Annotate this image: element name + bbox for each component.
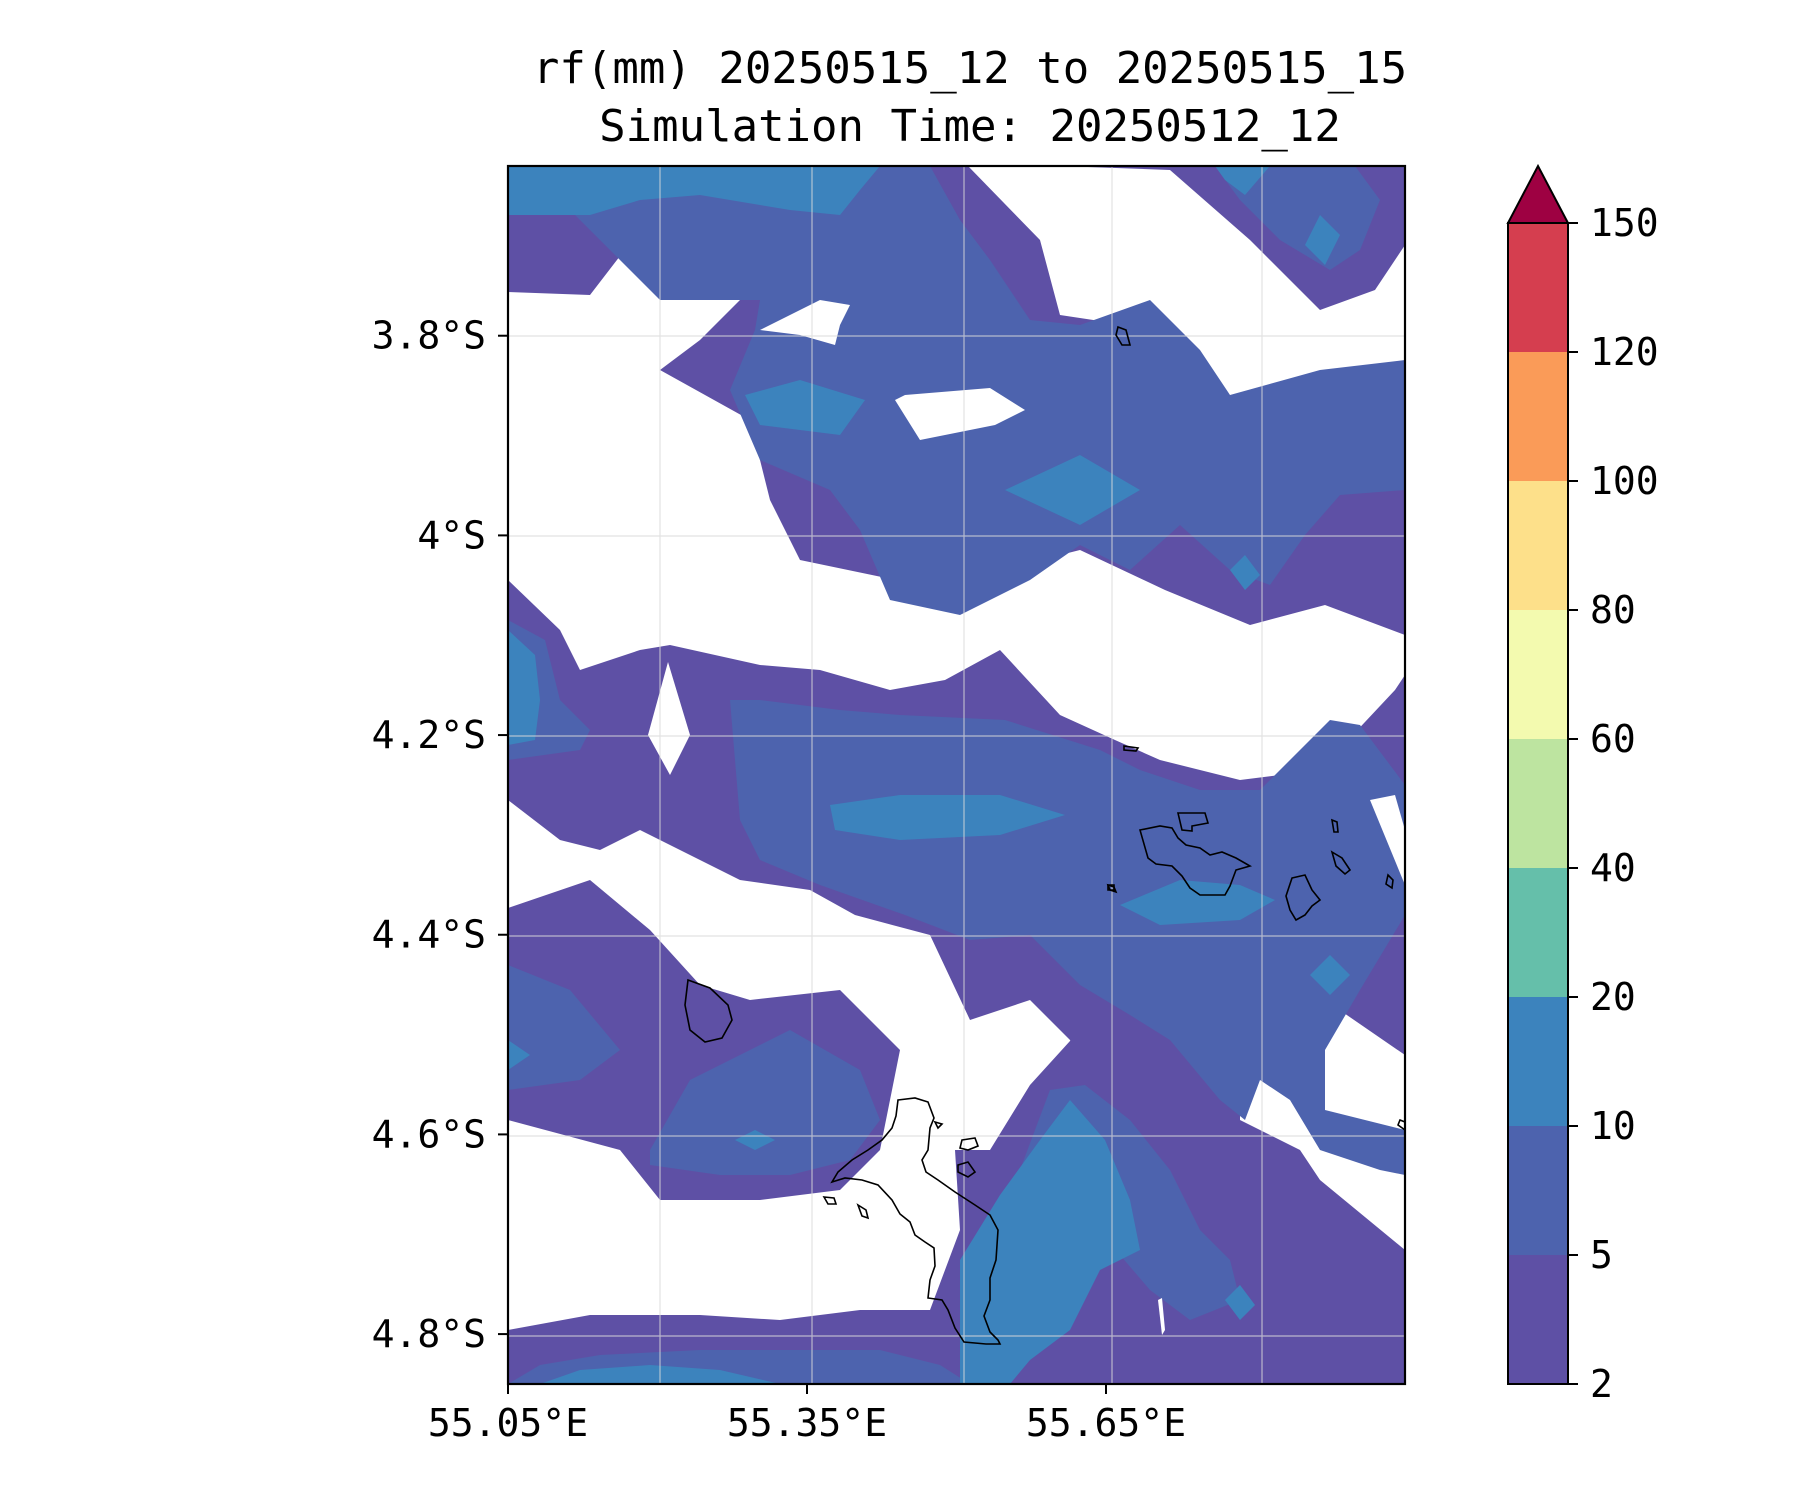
colorbar-tick-label: 100 bbox=[1590, 459, 1659, 503]
contour-band-10-20 bbox=[735, 1130, 775, 1150]
contour-band-10-20 bbox=[1005, 455, 1140, 525]
gridlines bbox=[508, 166, 1405, 1384]
chart-subtitle: Simulation Time: 20250512_12 bbox=[599, 101, 1341, 152]
y-tick-label: 4.4°S bbox=[372, 913, 486, 957]
island-small-coastline bbox=[933, 1120, 944, 1130]
island-mahe-coastline bbox=[830, 1097, 1002, 1345]
contour-band-5-10 bbox=[1215, 166, 1380, 270]
colorbar-segment bbox=[1508, 1255, 1568, 1384]
x-tick-label: 55.35°E bbox=[727, 1401, 887, 1445]
chart-title: rf(mm) 20250515_12 to 20250515_15 bbox=[532, 43, 1408, 94]
island-small-coastline bbox=[1115, 325, 1132, 346]
island-small-coastline bbox=[957, 1161, 977, 1178]
island-small-coastline bbox=[1385, 873, 1394, 890]
island-small-coastline bbox=[822, 1196, 838, 1205]
contour-band-10-20 bbox=[508, 630, 540, 745]
contour-band-10-20 bbox=[1305, 215, 1340, 265]
contour-band-10-20 bbox=[745, 380, 865, 435]
colorbar-tick-label: 60 bbox=[1590, 717, 1636, 761]
x-tick-label: 55.05°E bbox=[428, 1401, 588, 1445]
island-small-coastline bbox=[959, 1137, 980, 1151]
colorbar-tick-label: 40 bbox=[1590, 846, 1636, 890]
coastlines bbox=[684, 325, 1405, 1345]
colorbar-segment bbox=[1508, 868, 1568, 997]
dry-area bbox=[760, 300, 850, 345]
contour-band-10-20 bbox=[1225, 1285, 1255, 1320]
rainfall-contours bbox=[508, 166, 1405, 1384]
contour-band-10-20 bbox=[508, 166, 880, 215]
island-curieuse-coastline bbox=[1176, 812, 1210, 832]
contour-band-10-20 bbox=[1120, 880, 1275, 925]
island-la-digue-coastline bbox=[1285, 874, 1322, 922]
colorbar-tick-label: 2 bbox=[1590, 1362, 1613, 1406]
x-axis: 55.05°E 55.35°E 55.65°E bbox=[428, 1384, 1186, 1445]
y-tick-label: 4.2°S bbox=[372, 713, 486, 757]
island-small-coastline bbox=[856, 1203, 870, 1220]
contour-band-10-20 bbox=[960, 1100, 1140, 1384]
contour-band-10-20 bbox=[1230, 555, 1260, 590]
contour-band-10-20 bbox=[1310, 955, 1350, 995]
contour-band-10-20 bbox=[830, 795, 1065, 840]
x-tick-label: 55.65°E bbox=[1026, 1401, 1186, 1445]
dry-area bbox=[1158, 1298, 1165, 1335]
contour-band-5-10 bbox=[508, 166, 1405, 615]
contour-band-10-20 bbox=[508, 1040, 530, 1070]
colorbar-segment bbox=[1508, 610, 1568, 739]
map-area bbox=[508, 166, 1405, 1384]
colorbar-segment bbox=[1508, 739, 1568, 868]
colorbar-extend-arrow bbox=[1506, 163, 1570, 224]
island-small-coastline bbox=[1107, 884, 1115, 891]
y-tick-label: 4.6°S bbox=[372, 1112, 486, 1156]
island-small-coastline bbox=[1330, 850, 1352, 876]
colorbar-ticks: 2 5 10 20 40 60 80 100 120 150 bbox=[1568, 201, 1659, 1406]
island-small-coastline bbox=[1123, 745, 1140, 752]
colorbar-segment bbox=[1508, 223, 1568, 352]
colorbar-segment bbox=[1508, 1126, 1568, 1255]
y-tick-label: 3.8°S bbox=[372, 314, 486, 358]
dry-area bbox=[1370, 795, 1405, 885]
colorbar-tick-label: 150 bbox=[1590, 201, 1659, 245]
y-tick-label: 4°S bbox=[417, 513, 486, 557]
y-axis: 3.8°S 4°S 4.2°S 4.4°S 4.6°S 4.8°S bbox=[372, 314, 508, 1356]
dry-area bbox=[895, 388, 1025, 440]
contour-band-5-10 bbox=[650, 1030, 880, 1175]
island-small-coastline bbox=[1106, 883, 1118, 894]
plot-frame bbox=[506, 164, 1407, 1386]
contour-band-10-20 bbox=[1215, 166, 1270, 195]
island-silhouette-coastline bbox=[684, 978, 733, 1043]
colorbar-tick-label: 120 bbox=[1590, 330, 1659, 374]
colorbar-frame bbox=[1507, 222, 1569, 1385]
colorbar-tick-label: 5 bbox=[1590, 1233, 1613, 1277]
colorbar-segments bbox=[1506, 163, 1570, 1385]
island-praslin-coastline bbox=[1138, 825, 1253, 896]
colorbar-segment bbox=[1508, 997, 1568, 1126]
contour-band-2-5 bbox=[508, 580, 1405, 1384]
dry-area bbox=[648, 662, 690, 775]
colorbar-tick-label: 20 bbox=[1590, 975, 1636, 1019]
y-tick-label: 4.8°S bbox=[372, 1312, 486, 1356]
island-small-coastline bbox=[1397, 1118, 1405, 1131]
colorbar-segment bbox=[1508, 352, 1568, 481]
colorbar-tick-label: 80 bbox=[1590, 588, 1636, 632]
colorbar-tick-label: 10 bbox=[1590, 1104, 1636, 1148]
contour-band-5-10 bbox=[508, 965, 620, 1090]
colorbar-segment bbox=[1508, 481, 1568, 610]
island-small-coastline bbox=[1330, 818, 1339, 833]
